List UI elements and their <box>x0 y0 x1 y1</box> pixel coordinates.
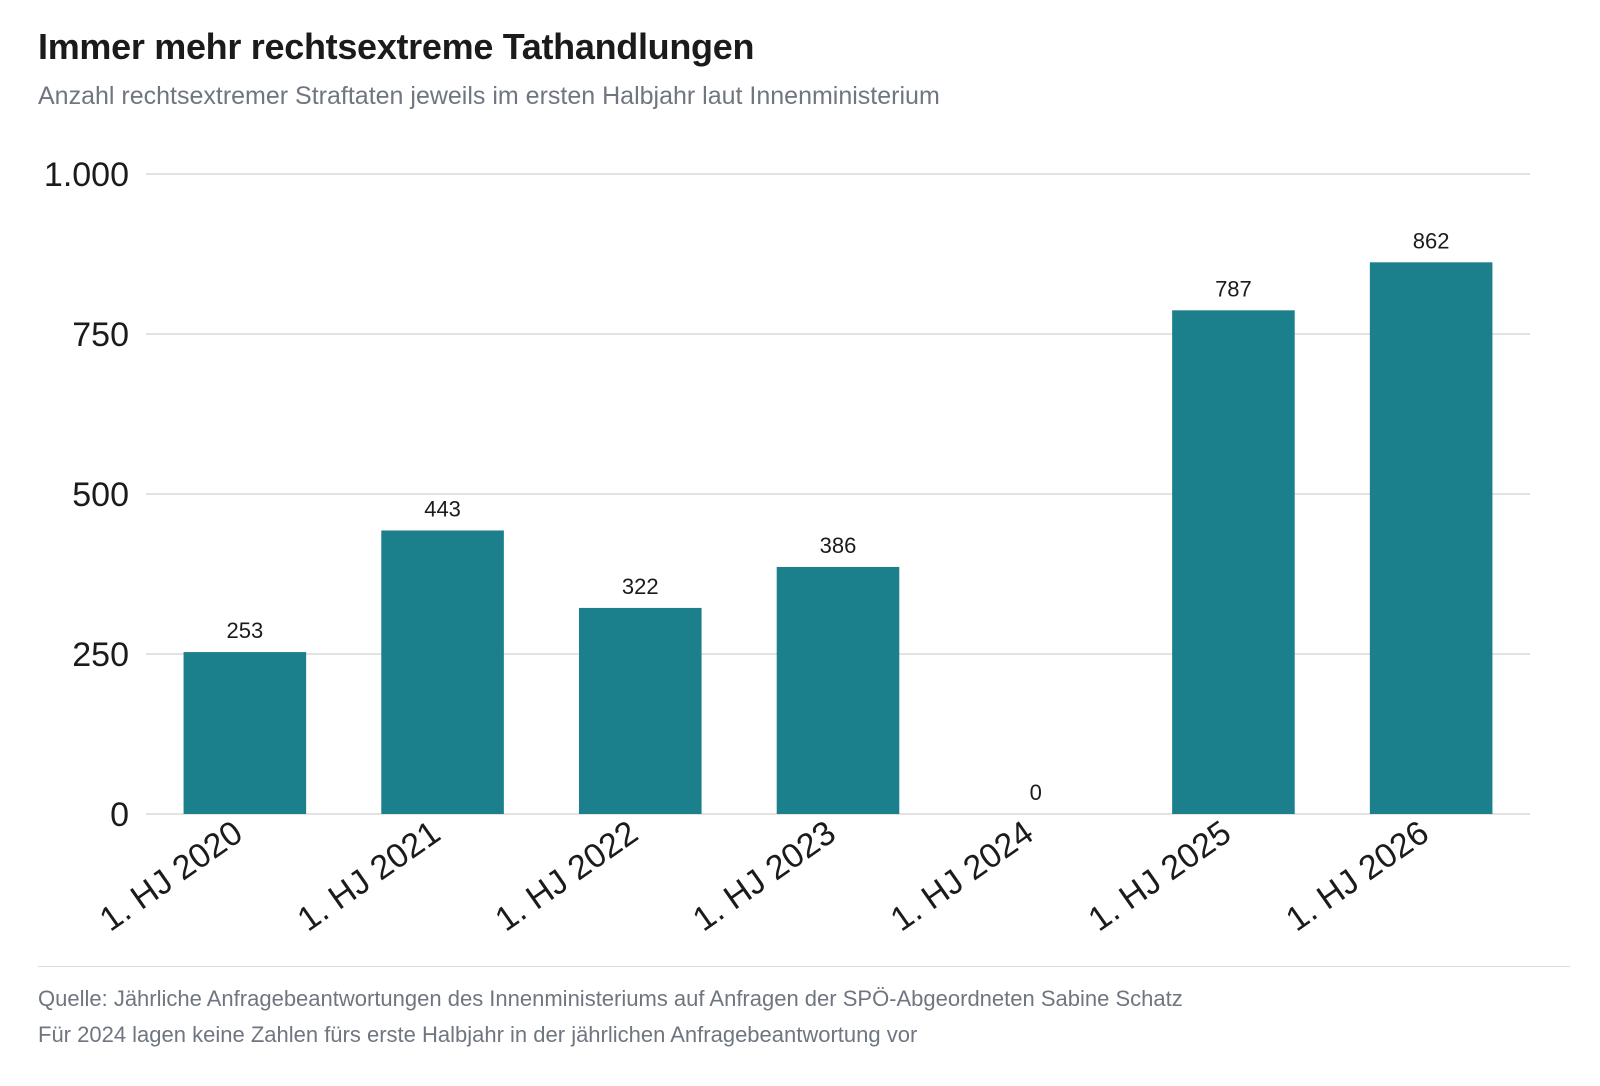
bar-value-label: 386 <box>820 533 857 558</box>
bar <box>183 652 307 814</box>
bar-value-label: 322 <box>622 574 659 599</box>
source-note: Quelle: Jährliche Anfragebeantwortungen … <box>38 986 1183 1011</box>
y-tick-label: 250 <box>72 636 129 674</box>
bar <box>776 566 900 814</box>
chart-subtitle: Anzahl rechtsextremer Straftaten jeweils… <box>38 82 940 110</box>
bar <box>381 530 504 814</box>
y-tick-label: 0 <box>110 796 129 834</box>
footer-divider <box>38 966 1570 967</box>
x-tick-label: 1. HJ 2021 <box>291 813 448 938</box>
y-axis-tick-labels: 0 250 500 750 1.000 <box>44 156 129 834</box>
bar-chart: 0 250 500 750 1.000 253 443 322 386 0 787 862 1. H… <box>44 156 1530 939</box>
x-tick-label: 1. HJ 2026 <box>1279 813 1436 938</box>
x-tick-label: 1. HJ 2025 <box>1082 813 1239 938</box>
bar-value-label: 253 <box>226 618 263 643</box>
x-tick-label: 1. HJ 2023 <box>686 813 843 938</box>
missing-data-note: Für 2024 lagen keine Zahlen fürs erste H… <box>38 1022 918 1047</box>
y-tick-label: 500 <box>72 476 129 514</box>
bar <box>578 607 702 814</box>
bar <box>1369 262 1493 814</box>
chart-title: Immer mehr rechtsextreme Tathandlungen <box>38 26 755 67</box>
bar <box>1172 310 1295 814</box>
x-axis-tick-labels: 1. HJ 2020 1. HJ 2021 1. HJ 2022 1. HJ 2023… <box>93 813 1436 938</box>
y-tick-label: 1.000 <box>44 156 129 194</box>
bar-value-label: 0 <box>1030 780 1042 805</box>
y-tick-label: 750 <box>72 316 129 354</box>
bars <box>183 262 1493 814</box>
bar-value-label: 862 <box>1413 228 1450 253</box>
x-tick-label: 1. HJ 2024 <box>884 813 1041 938</box>
x-tick-label: 1. HJ 2022 <box>488 813 645 938</box>
bar-value-label: 443 <box>424 496 461 521</box>
bar-value-labels: 253 443 322 386 0 787 862 <box>226 228 1449 805</box>
bar-value-label: 787 <box>1215 276 1252 301</box>
